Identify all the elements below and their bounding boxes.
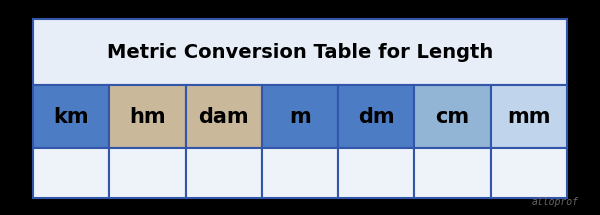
Bar [33,148,109,198]
Bar [185,85,262,148]
Text: hm: hm [129,107,166,127]
Bar [415,85,491,148]
Bar [33,19,567,85]
Text: dam: dam [199,107,249,127]
Text: cm: cm [436,107,470,127]
Bar [262,85,338,148]
Bar [338,85,415,148]
Text: dm: dm [358,107,395,127]
Bar [109,148,185,198]
Text: km: km [53,107,89,127]
Bar [338,148,415,198]
Bar [491,148,567,198]
Bar [33,85,109,148]
Bar [185,148,262,198]
Text: m: m [289,107,311,127]
Bar [491,85,567,148]
Bar [262,148,338,198]
Text: alloprof: alloprof [532,197,579,207]
Bar [415,148,491,198]
Text: mm: mm [507,107,551,127]
Bar [109,85,185,148]
Text: Metric Conversion Table for Length: Metric Conversion Table for Length [107,43,493,62]
